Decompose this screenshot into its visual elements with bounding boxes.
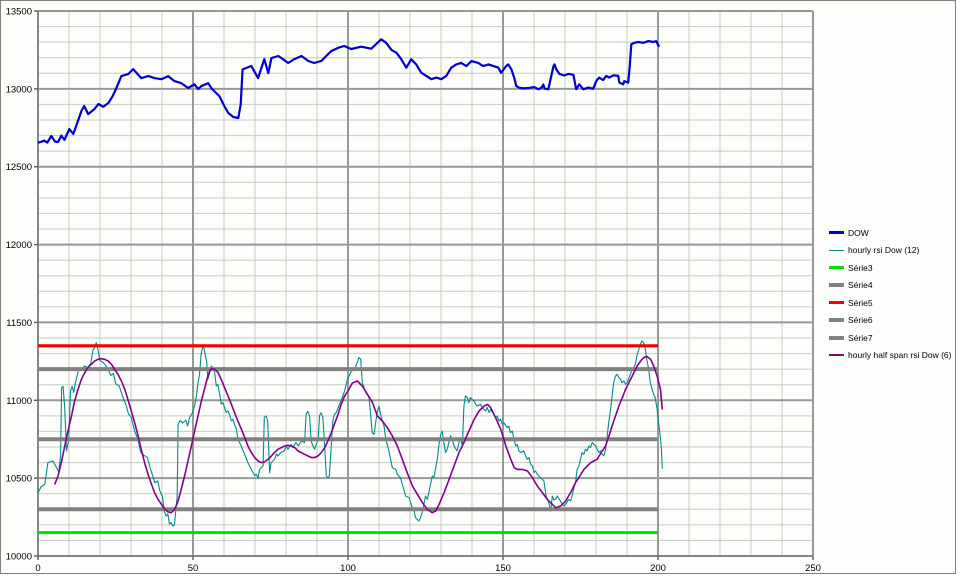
legend-item-1[interactable]: hourly rsi Dow (12) bbox=[829, 242, 951, 260]
series-line-0[interactable] bbox=[37, 38, 661, 144]
price-rsi-chart: 10000 10500 11000 11500 12000 12500 13000 13500… bbox=[6, 7, 821, 574]
y-axis-tick-label: 13500 bbox=[6, 7, 32, 18]
x-axis-tick-label: 50 bbox=[188, 563, 199, 573]
legend-label: Série5 bbox=[848, 297, 873, 308]
legend-line-sample-icon bbox=[829, 335, 844, 340]
legend-line-sample-icon bbox=[829, 301, 844, 305]
x-axis-tick-label: 0 bbox=[35, 563, 40, 573]
legend-line-sample-icon bbox=[829, 283, 844, 288]
y-axis-tick-label: 10000 bbox=[6, 552, 32, 563]
legend-item-2[interactable]: Série3 bbox=[829, 259, 951, 277]
y-axis-tick-label: 10500 bbox=[6, 474, 32, 485]
x-axis-tick-label: 250 bbox=[805, 563, 821, 573]
y-axis-tick-label: 12500 bbox=[6, 162, 32, 173]
legend-item-7[interactable]: hourly half span rsi Dow (6) bbox=[829, 347, 951, 365]
legend-line-sample-icon bbox=[829, 354, 844, 357]
x-axis-tick-label: 200 bbox=[650, 563, 666, 573]
legend-item-0[interactable]: DOW bbox=[829, 224, 951, 242]
legend-item-3[interactable]: Série4 bbox=[829, 277, 951, 295]
series-line-1[interactable] bbox=[37, 340, 663, 527]
series-line-7[interactable] bbox=[53, 355, 664, 514]
y-axis-tick-label: 12000 bbox=[6, 240, 32, 251]
legend-line-sample-icon bbox=[829, 249, 844, 251]
legend-label: DOW bbox=[848, 227, 869, 238]
x-axis-tick-label: 150 bbox=[495, 563, 511, 573]
legend-label: Série6 bbox=[848, 315, 873, 326]
legend-item-5[interactable]: Série6 bbox=[829, 312, 951, 330]
legend-label: hourly half span rsi Dow (6) bbox=[848, 350, 952, 361]
y-axis-tick-label: 13000 bbox=[6, 84, 32, 95]
chart-legend: DOW hourly rsi Dow (12) Série3 Série4 Série5… bbox=[829, 224, 951, 364]
legend-line-sample-icon bbox=[829, 266, 844, 270]
legend-label: Série3 bbox=[848, 262, 873, 273]
y-axis-tick-label: 11000 bbox=[6, 396, 32, 407]
chart-frame: 10000 10500 11000 11500 12000 12500 13000 13500… bbox=[0, 0, 956, 574]
y-axis-tick-label: 11500 bbox=[6, 318, 32, 329]
legend-label: Série4 bbox=[848, 280, 873, 291]
legend-label: Série7 bbox=[848, 332, 873, 343]
legend-item-4[interactable]: Série5 bbox=[829, 294, 951, 312]
x-axis-tick-label: 100 bbox=[340, 563, 356, 573]
legend-line-sample-icon bbox=[829, 318, 844, 323]
legend-label: hourly rsi Dow (12) bbox=[848, 245, 920, 256]
legend-item-6[interactable]: Série7 bbox=[829, 329, 951, 347]
legend-line-sample-icon bbox=[829, 231, 844, 235]
